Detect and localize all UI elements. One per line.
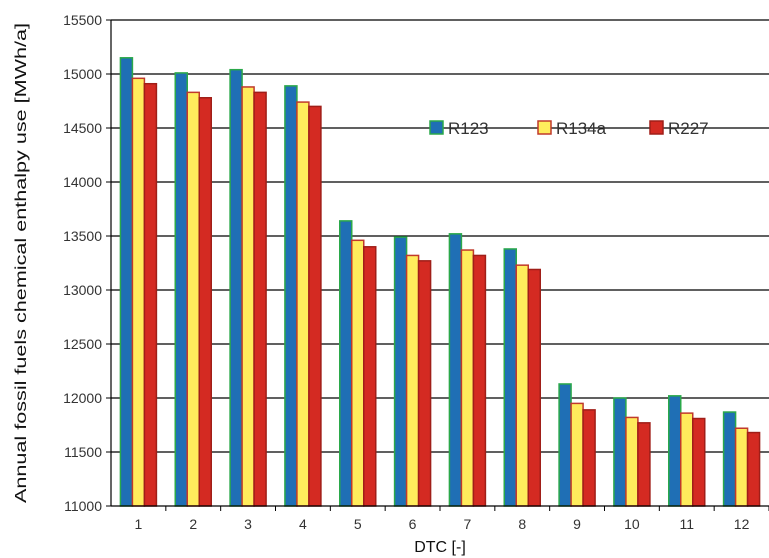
bar-r123-6: [393, 236, 408, 507]
bar-r123-11: [668, 395, 682, 507]
x-tick-label: 9: [573, 516, 581, 532]
y-tick-label: 11000: [64, 498, 102, 514]
x-tick-label: 5: [354, 516, 362, 532]
y-tick-label: 14000: [63, 174, 102, 190]
bar-r123-12: [722, 411, 737, 507]
bar-r134a-4: [296, 101, 310, 507]
bar-r227-4: [308, 105, 322, 507]
bar-r134a-3: [241, 86, 255, 507]
y-tick-label: 12500: [63, 336, 102, 352]
bar-r123-3: [229, 68, 243, 507]
x-tick-label: 12: [734, 516, 750, 532]
x-tick-label: 11: [679, 516, 694, 532]
bar-r134a-6: [405, 254, 420, 507]
y-tick-label: 11500: [64, 444, 102, 460]
bar-r134a-1: [131, 77, 146, 507]
y-tick-label: 12000: [63, 390, 102, 406]
legend-label-r134a: R134a: [556, 119, 607, 138]
legend-swatch-r123: [429, 120, 444, 135]
bar-r227-7: [472, 254, 487, 507]
bar-r227-2: [198, 97, 212, 507]
bar-r134a-5: [351, 239, 365, 507]
x-tick-label: 7: [464, 516, 472, 532]
bar-r227-5: [363, 246, 377, 507]
x-tick-label: 2: [189, 516, 197, 532]
legend-swatch-r134a: [537, 120, 552, 135]
bar-r227-1: [143, 82, 158, 507]
bar-r227-10: [637, 422, 651, 507]
bar-r227-11: [692, 417, 706, 507]
x-tick-label: 4: [299, 516, 307, 532]
bar-r123-5: [339, 220, 353, 507]
x-tick-label: 1: [135, 516, 143, 532]
gridlines: [111, 19, 769, 453]
y-tick-label: 13000: [63, 282, 102, 298]
bar-r134a-9: [570, 402, 584, 507]
x-tick-label: 8: [518, 516, 526, 532]
bar-r134a-7: [460, 249, 475, 507]
x-tick-label: 6: [409, 516, 417, 532]
bar-r123-2: [174, 72, 188, 507]
y-tick-label: 14500: [63, 120, 102, 136]
bar-r134a-10: [625, 416, 639, 507]
bar-r134a-12: [734, 427, 749, 507]
legend-label-r227: R227: [668, 119, 709, 138]
y-tick-label: 13500: [63, 228, 102, 244]
x-tick-label: 3: [244, 516, 252, 532]
bar-r227-8: [527, 268, 541, 507]
x-tick-label: 10: [624, 516, 640, 532]
bar-r227-9: [582, 409, 596, 507]
y-tick-label: 15000: [63, 66, 102, 82]
bar-r134a-8: [515, 264, 529, 507]
bar-r123-4: [284, 85, 298, 507]
bar-r123-8: [503, 248, 517, 507]
y-axis-title: Annual fossil fuels chemical enthalpy us…: [13, 23, 30, 503]
bar-r123-10: [613, 397, 627, 507]
bar-r227-12: [746, 431, 761, 507]
legend-label-r123: R123: [448, 119, 489, 138]
x-axis-ticks: 1 2 3 4 5 6 7 8 9 10 11 12: [135, 506, 769, 532]
y-tick-label: 15500: [63, 12, 102, 28]
bar-r123-1: [119, 57, 134, 507]
y-axis-ticks: 11000 11500 12000 12500 13000 13500 14000 14500…: [63, 12, 111, 514]
legend-swatch-r227: [649, 120, 664, 135]
x-axis-title: DTC [-]: [414, 539, 466, 556]
bar-r123-7: [448, 233, 463, 507]
legend: R123 R134a R227: [429, 119, 709, 138]
bar-r227-6: [417, 260, 432, 507]
bar-r123-9: [558, 383, 572, 507]
bar-r134a-11: [680, 412, 694, 507]
bar-r134a-2: [186, 91, 200, 507]
bar-r227-3: [253, 91, 267, 507]
